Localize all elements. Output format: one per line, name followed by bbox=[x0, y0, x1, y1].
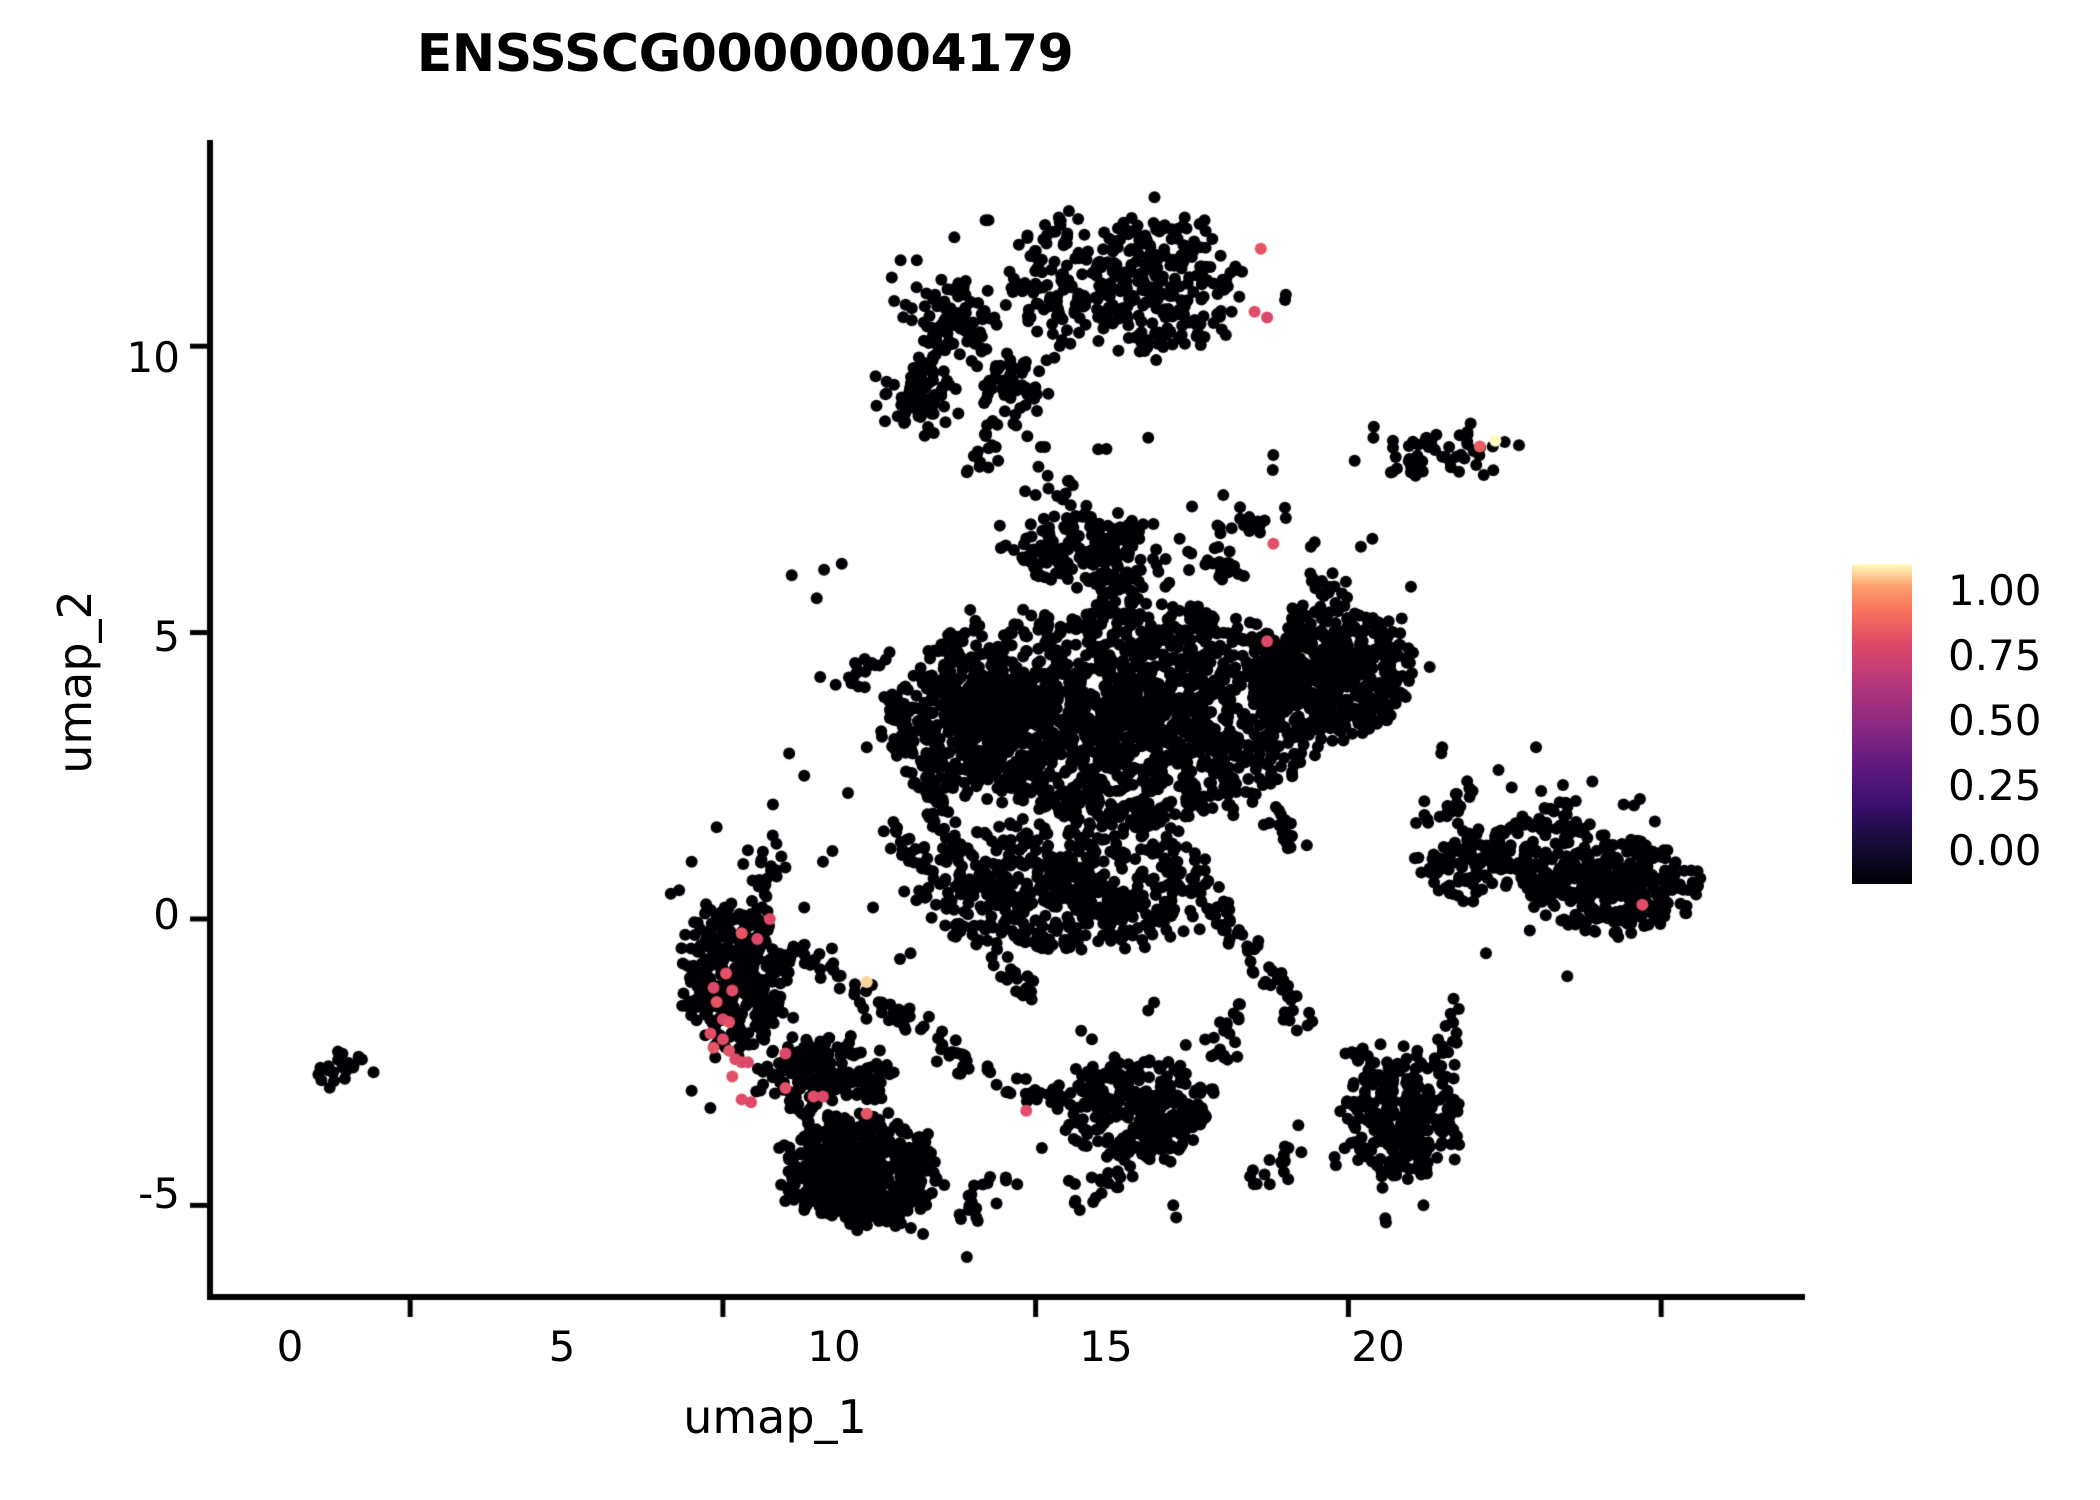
x-tick-label-1: 5 bbox=[548, 1322, 576, 1371]
y-tick-label-0: 0 bbox=[153, 890, 180, 939]
x-tick-label-3: 15 bbox=[1079, 1322, 1133, 1371]
x-tick-label-2: 10 bbox=[807, 1322, 861, 1371]
y-axis-label: umap_2 bbox=[48, 590, 102, 774]
colorbar-tick-label-050: 0.50 bbox=[1948, 696, 2042, 745]
y-tick-label-5: 5 bbox=[153, 612, 180, 661]
x-axis-label: umap_1 bbox=[683, 1390, 867, 1444]
x-tick-label-4: 20 bbox=[1351, 1322, 1405, 1371]
colorbar-tick-label-1: 1.00 bbox=[1948, 566, 2042, 615]
y-tick-label-10: 10 bbox=[126, 333, 180, 382]
colorbar-tick-label-075: 0.75 bbox=[1948, 631, 2042, 680]
colorbar-tick-label-025: 0.25 bbox=[1948, 761, 2042, 810]
y-tick-label-minus5: -5 bbox=[138, 1169, 180, 1218]
colorbar-gradient bbox=[1852, 564, 1912, 884]
x-tick-label-0: 0 bbox=[276, 1322, 304, 1371]
colorbar-tick-label-000: 0.00 bbox=[1948, 826, 2042, 875]
